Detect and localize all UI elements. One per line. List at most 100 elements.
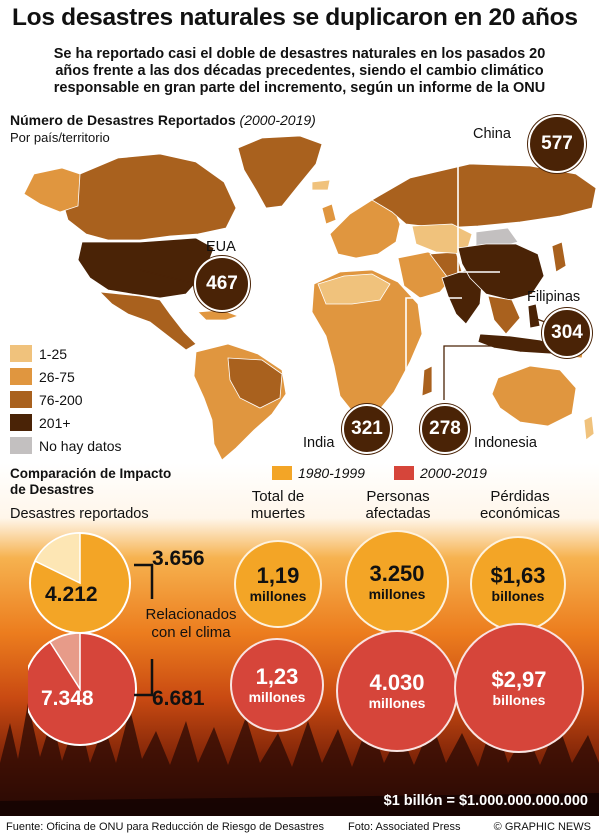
callout-line-usa <box>139 269 197 285</box>
footer: Fuente: Oficina de ONU para Reducción de… <box>0 816 599 838</box>
map-region-brazil <box>227 357 283 409</box>
callout-value-indonesia: 278 <box>420 404 470 454</box>
circle-unit: millones <box>248 688 306 705</box>
callout-label-usa: EUA <box>206 239 236 255</box>
map-region-mexico <box>98 291 197 351</box>
map-region-russia <box>371 163 597 229</box>
world-map <box>23 135 597 461</box>
callout-label-china: China <box>473 126 511 142</box>
deaths-1980-circle: 1,19 millones <box>234 540 322 628</box>
page-title: Los desastres naturales se duplicaron en… <box>12 4 578 31</box>
map-region-sahara <box>317 273 391 305</box>
circle-unit: millones <box>249 587 307 604</box>
map-region-philippines <box>527 303 541 329</box>
period-legend-1980: 1980-1999 <box>272 465 365 481</box>
period-swatch <box>272 466 292 480</box>
legend-label: 76-200 <box>39 391 83 408</box>
column-title-line: Total de <box>251 488 305 505</box>
callout-label-philippines: Filipinas <box>527 289 581 305</box>
map-region-southeast-asia <box>487 295 521 335</box>
subtitle: Se ha reportado casi el doble de desastr… <box>0 46 599 97</box>
legend-swatch <box>10 368 32 385</box>
map-region-uk <box>321 203 337 225</box>
map-legend: 1-25 26-75 76-200 201+ No hay datos <box>10 342 122 457</box>
callout-value-china: 577 <box>528 115 586 173</box>
map-section: Número de Desastres Reportados (2000-201… <box>0 108 599 463</box>
map-region-indonesia <box>477 333 561 355</box>
callout-value-india: 321 <box>342 404 392 454</box>
reported-1980-total: 4.212 <box>45 583 98 606</box>
deaths-2000-circle: 1,23 millones <box>230 638 324 732</box>
circle-value: $1,63 <box>490 562 546 588</box>
column-title-losses: Pérdidas económicas <box>468 488 572 522</box>
circle-unit: billones <box>492 691 546 708</box>
impact-heading-line: de Desastres <box>10 482 95 497</box>
legend-label: 1-25 <box>39 345 68 362</box>
map-region-alaska <box>23 167 81 213</box>
callout-value-philippines: 304 <box>542 308 592 358</box>
map-region-canada <box>61 153 237 241</box>
map-heading-years: (2000-2019) <box>239 112 316 128</box>
map-heading: Número de Desastres Reportados (2000-201… <box>10 112 316 128</box>
column-title-affected: Personas afectadas <box>348 488 448 522</box>
callout-value-usa: 467 <box>194 256 250 312</box>
legend-label: 26-75 <box>39 368 75 385</box>
affected-1980-circle: 3.250 millones <box>345 530 449 634</box>
column-title-line: muertes <box>250 505 306 522</box>
legend-item: 201+ <box>10 411 122 434</box>
climate-label-line: Relacionados <box>145 606 237 623</box>
map-region-africa <box>311 269 423 417</box>
climate-label: Relacionados con el clima <box>131 606 251 642</box>
subtitle-line: Se ha reportado casi el doble de desastr… <box>53 46 546 62</box>
subtitle-line: años frente a las dos décadas precedente… <box>55 63 544 79</box>
circle-value: 1,23 <box>255 663 299 689</box>
period-label: 2000-2019 <box>420 465 487 481</box>
climate-label-line: con el clima <box>151 624 231 641</box>
period-swatch <box>394 466 414 480</box>
footer-photo: Foto: Associated Press <box>348 821 461 833</box>
map-region-europe <box>329 199 401 259</box>
circle-unit: millones <box>368 694 426 711</box>
callout-label-india: India <box>303 435 335 451</box>
map-region-iceland <box>311 179 331 191</box>
subtitle-line: responsable en gran parte del incremento… <box>53 80 546 96</box>
reported-pies <box>28 532 137 746</box>
column-title-line: Pérdidas <box>490 488 550 505</box>
map-region-australia <box>491 365 577 427</box>
legend-swatch <box>10 414 32 431</box>
reported-1980-climate: 3.656 <box>152 547 205 570</box>
column-title-line: afectadas <box>365 505 431 522</box>
footer-source: Fuente: Oficina de ONU para Reducción de… <box>6 821 324 833</box>
reported-2000-total: 7.348 <box>41 687 94 710</box>
affected-2000-circle: 4.030 millones <box>336 630 458 752</box>
callout-line-india <box>384 297 462 419</box>
column-title-line: Personas <box>366 488 430 505</box>
legend-label: No hay datos <box>39 437 122 454</box>
legend-swatch <box>10 391 32 408</box>
legend-swatch <box>10 437 32 454</box>
legend-item: 1-25 <box>10 342 122 365</box>
bracket-bottom <box>134 659 154 697</box>
circle-unit: billones <box>491 587 545 604</box>
map-region-greenland <box>237 135 323 209</box>
legend-item: No hay datos <box>10 434 122 457</box>
callout-label-indonesia: Indonesia <box>474 435 537 451</box>
column-title-deaths: Total de muertes <box>232 488 324 522</box>
pie-2000-nonclimate <box>48 632 81 692</box>
map-heading-text: Número de Desastres Reportados <box>10 112 236 128</box>
legend-label: 201+ <box>39 414 71 431</box>
reported-title: Desastres reportados <box>10 506 149 522</box>
callout-line-indonesia <box>443 345 492 400</box>
pie-1980-nonclimate <box>33 532 81 585</box>
circle-value: $2,97 <box>491 666 547 692</box>
billion-note: $1 billón = $1.000.000.000.000 <box>383 793 588 809</box>
footer-credit: © GRAPHIC NEWS <box>493 821 591 833</box>
impact-section: Comparación de Impacto de Desastres 1980… <box>0 463 599 838</box>
circle-value: 3.250 <box>369 560 425 586</box>
reported-2000-climate: 6.681 <box>152 687 205 710</box>
map-region-madagascar <box>421 365 433 397</box>
map-subheading: Por país/territorio <box>10 130 110 145</box>
impact-heading: Comparación de Impacto de Desastres <box>10 466 171 498</box>
losses-2000-circle: $2,97 billones <box>454 623 584 753</box>
bracket-top <box>134 563 154 599</box>
